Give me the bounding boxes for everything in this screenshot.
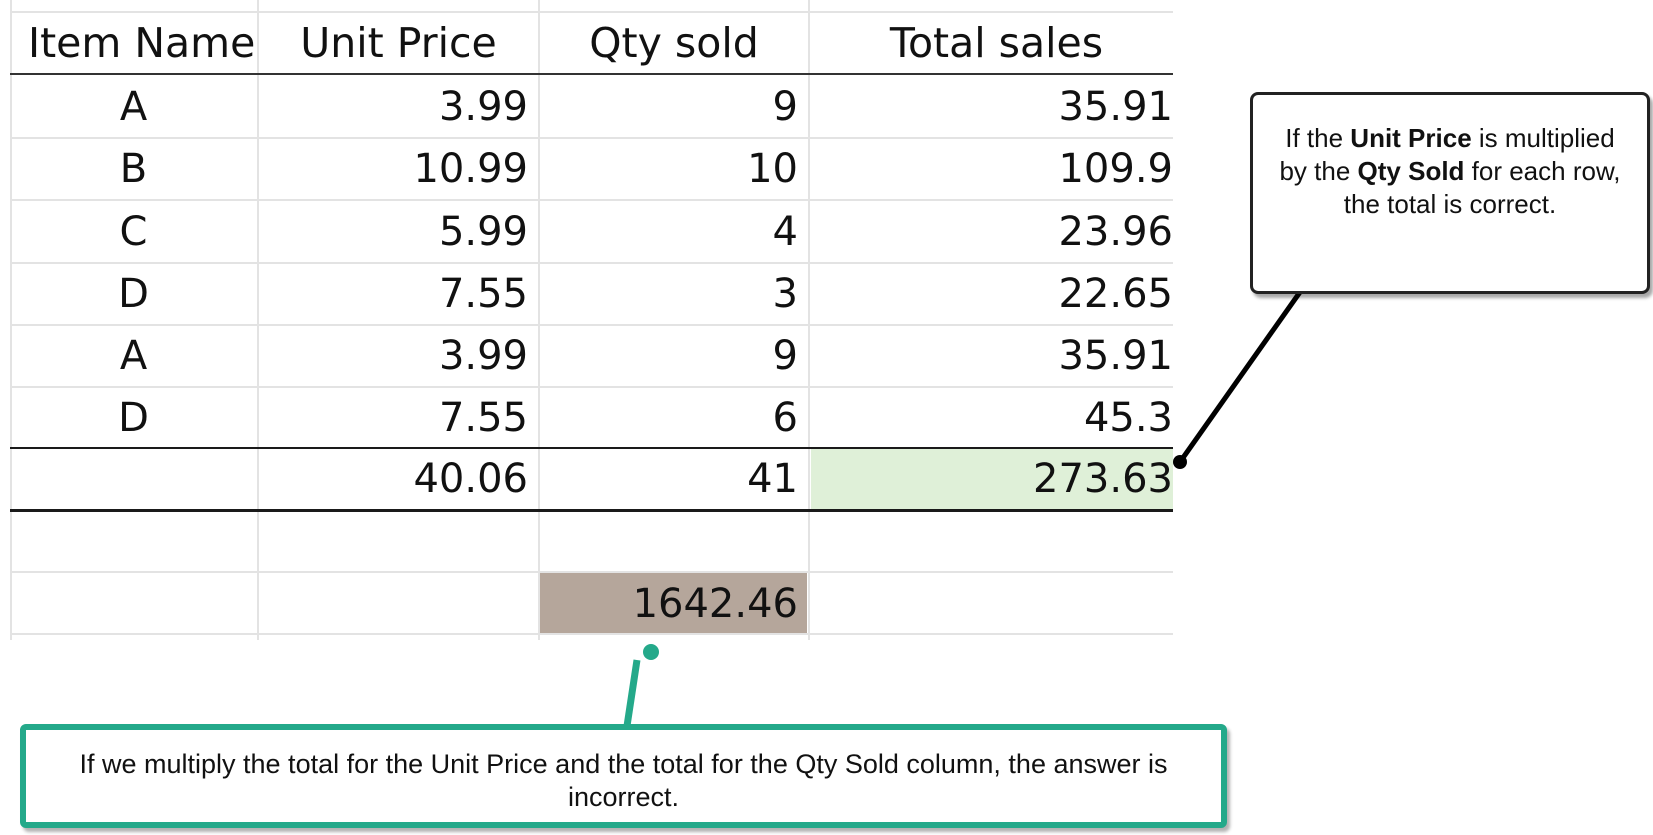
header-total-sales[interactable]: Total sales bbox=[889, 19, 1104, 67]
gridline-v bbox=[10, 0, 12, 640]
bottom-callout-pointer bbox=[623, 659, 641, 727]
bottom-callout-box: If we multiply the total for the Unit Pr… bbox=[20, 724, 1227, 828]
cell-qty-sold[interactable]: 3 bbox=[772, 271, 798, 317]
cell-qty-sold[interactable]: 6 bbox=[772, 394, 798, 441]
gridline-h bbox=[10, 262, 1173, 264]
cell-item-name[interactable]: D bbox=[118, 271, 149, 317]
header-item-name[interactable]: Item Name bbox=[28, 19, 256, 67]
cell-qty-sold[interactable]: 4 bbox=[772, 208, 798, 255]
cell-unit-price[interactable]: 7.55 bbox=[438, 394, 528, 441]
header-bottom-border bbox=[10, 73, 1173, 75]
cell-item-name[interactable]: D bbox=[118, 394, 149, 441]
gridline-v bbox=[538, 0, 540, 640]
product-of-totals-highlight bbox=[539, 572, 807, 634]
right-callout-text-2: is multiplied by the bbox=[1279, 123, 1615, 186]
cell-item-name[interactable]: C bbox=[119, 208, 148, 255]
cell-total-sales[interactable]: 45.3 bbox=[1083, 394, 1173, 441]
cell-unit-price[interactable]: 3.99 bbox=[438, 333, 528, 379]
right-callout-pointer bbox=[1177, 283, 1308, 464]
cell-item-name[interactable]: B bbox=[119, 146, 148, 192]
cell-qty-sold[interactable]: 9 bbox=[772, 333, 798, 379]
right-callout-bold-unit-price: Unit Price bbox=[1350, 123, 1472, 153]
total-sales-sum[interactable]: 273.63 bbox=[1033, 456, 1173, 502]
cell-unit-price[interactable]: 3.99 bbox=[438, 83, 528, 130]
cell-total-sales[interactable]: 109.9 bbox=[1058, 146, 1173, 192]
cell-item-name[interactable]: A bbox=[119, 333, 148, 379]
right-callout-text-1: If the bbox=[1285, 123, 1351, 153]
gridline-h bbox=[10, 11, 1173, 13]
bottom-callout-text: If we multiply the total for the Unit Pr… bbox=[79, 749, 1168, 812]
header-unit-price[interactable]: Unit Price bbox=[300, 19, 497, 67]
cell-total-sales[interactable]: 23.96 bbox=[1058, 208, 1173, 255]
cell-unit-price[interactable]: 7.55 bbox=[438, 271, 528, 317]
gridline-v bbox=[808, 0, 810, 640]
right-callout-bold-qty-sold: Qty Sold bbox=[1357, 156, 1465, 186]
right-callout-pointer-dot bbox=[1173, 455, 1187, 469]
bottom-callout-pointer-dot bbox=[643, 644, 659, 660]
gridline-h bbox=[10, 386, 1173, 388]
right-callout-text-3: for each row, the total is correct. bbox=[1343, 156, 1621, 219]
gridline-h bbox=[10, 199, 1173, 201]
totals-top-border bbox=[10, 447, 1173, 449]
gridline-h bbox=[10, 324, 1173, 326]
product-of-totals-cell[interactable]: 1642.46 bbox=[632, 580, 798, 627]
cell-qty-sold[interactable]: 9 bbox=[772, 83, 798, 130]
total-qty-sold[interactable]: 41 bbox=[747, 456, 798, 502]
cell-total-sales[interactable]: 22.65 bbox=[1058, 271, 1173, 317]
right-callout-box: If the Unit Price is multiplied by the Q… bbox=[1250, 92, 1650, 294]
gridline-h bbox=[10, 571, 1173, 573]
cell-item-name[interactable]: A bbox=[119, 83, 148, 130]
total-sales-sum-highlight bbox=[811, 449, 1173, 509]
totals-bottom-border bbox=[10, 509, 1173, 512]
total-unit-price[interactable]: 40.06 bbox=[413, 456, 528, 502]
gridline-v bbox=[257, 0, 259, 640]
cell-total-sales[interactable]: 35.91 bbox=[1058, 333, 1173, 379]
cell-total-sales[interactable]: 35.91 bbox=[1058, 83, 1173, 130]
spreadsheet-grid: Item Name Unit Price Qty sold Total sale… bbox=[10, 0, 1173, 640]
gridline-h bbox=[10, 633, 1173, 635]
header-qty-sold[interactable]: Qty sold bbox=[589, 19, 759, 67]
cell-unit-price[interactable]: 10.99 bbox=[413, 146, 528, 192]
cell-unit-price[interactable]: 5.99 bbox=[438, 208, 528, 255]
cell-qty-sold[interactable]: 10 bbox=[747, 146, 798, 192]
gridline-h bbox=[10, 137, 1173, 139]
